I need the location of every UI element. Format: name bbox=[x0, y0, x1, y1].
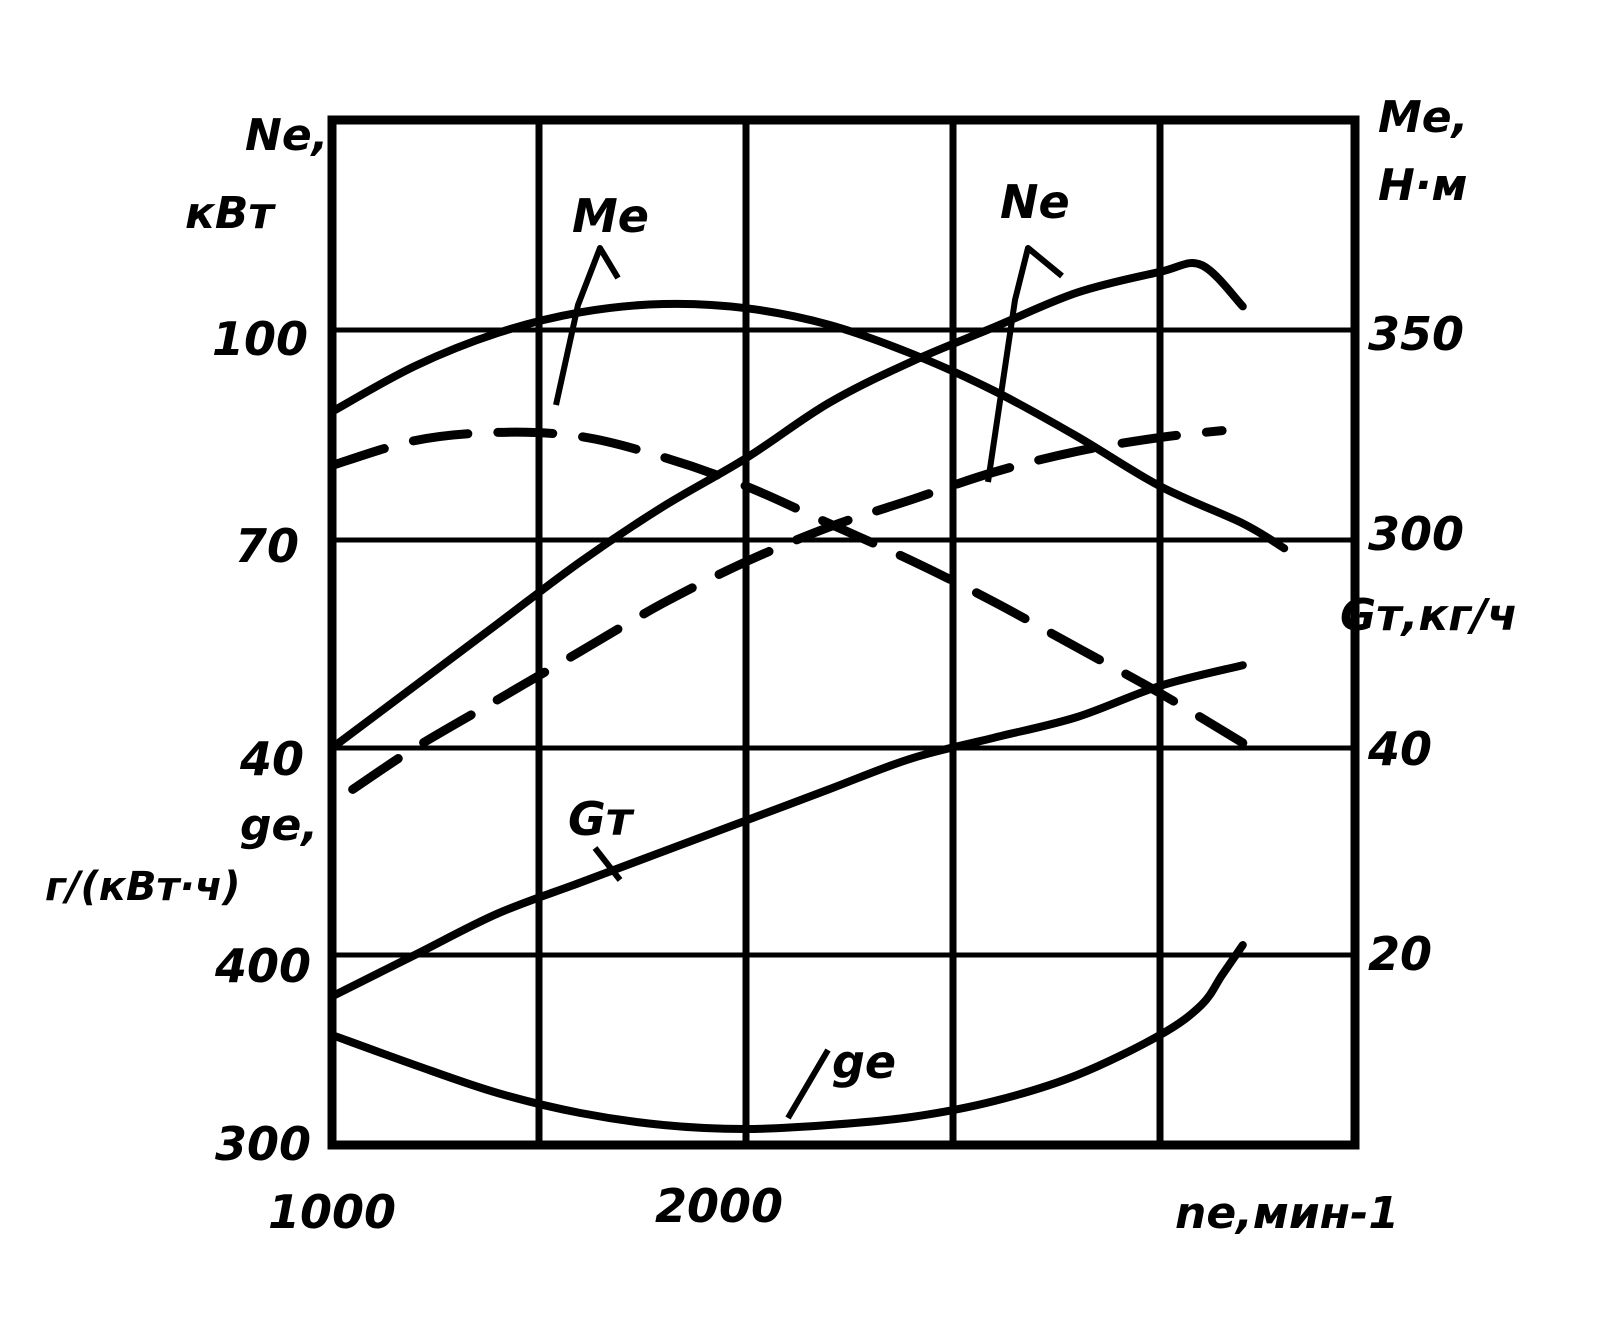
right-axis-top-label-1: Me, bbox=[1378, 92, 1468, 143]
x-tick-1000: 1000 bbox=[268, 1185, 396, 1239]
x-tick-2000: 2000 bbox=[655, 1179, 783, 1233]
curve-label-ge: ge bbox=[832, 1035, 896, 1089]
series-line-me-dashed-1 bbox=[327, 427, 1248, 748]
curves bbox=[327, 259, 1289, 1133]
leader-ge bbox=[785, 1048, 831, 1120]
left-axis-bottom-label-1: ge, bbox=[240, 800, 318, 851]
leader-ne-1 bbox=[985, 245, 1064, 483]
right-top-tick-300: 300 bbox=[1368, 507, 1464, 561]
x-axis-label: ne,мин-1 bbox=[1175, 1188, 1399, 1239]
plot-frame bbox=[327, 115, 1360, 1150]
left-top-tick-40: 40 bbox=[239, 732, 304, 786]
curve-label-gt: Gт bbox=[568, 792, 635, 846]
right-axis-bottom-label: Gт,кг/ч bbox=[1340, 590, 1517, 641]
left-bottom-tick-400: 400 bbox=[214, 939, 311, 993]
series-line-ne-dashed-3 bbox=[348, 426, 1227, 794]
curve-label-me: Me bbox=[572, 189, 649, 243]
left-axis-top-label-2: кВт bbox=[185, 188, 276, 239]
curve-label-ne: Ne bbox=[1000, 175, 1070, 229]
series-line-gт-solid-4 bbox=[328, 661, 1247, 1001]
right-axis-top-label-2: Н·м bbox=[1378, 160, 1468, 211]
series-line-me-solid-0 bbox=[328, 299, 1289, 553]
left-bottom-tick-300: 300 bbox=[215, 1117, 311, 1171]
leader-me-1 bbox=[553, 245, 621, 406]
right-top-tick-350: 350 bbox=[1368, 307, 1464, 361]
series-line-ne-solid-2 bbox=[328, 259, 1247, 752]
left-axis-top-label-1: Ne, bbox=[245, 110, 328, 161]
series-line-ge-solid-5 bbox=[328, 941, 1247, 1133]
left-top-tick-100: 100 bbox=[212, 312, 308, 366]
right-bottom-tick-40: 40 bbox=[1367, 722, 1432, 776]
leader-gt bbox=[592, 846, 623, 882]
left-axis-bottom-label-2: г/(кВт·ч) bbox=[45, 864, 241, 910]
left-top-tick-70: 70 bbox=[235, 519, 299, 573]
right-bottom-tick-20: 20 bbox=[1368, 927, 1432, 981]
label-pointers bbox=[553, 245, 1064, 1120]
